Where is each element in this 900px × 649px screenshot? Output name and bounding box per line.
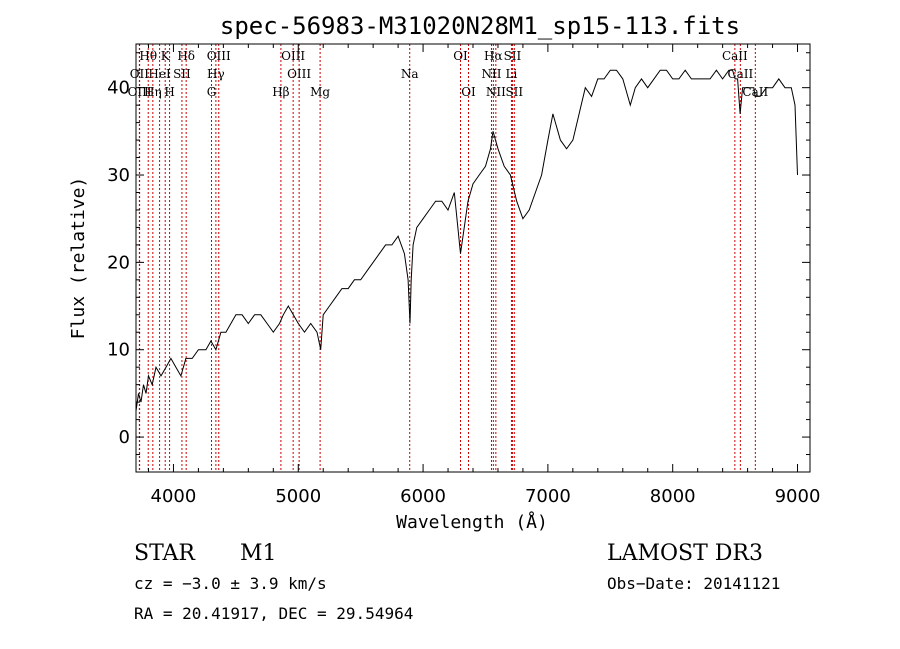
spectral-line-label: OIII [281,49,305,63]
spectral-line-label: OIII [207,49,231,63]
spectral-line-label: NII [481,67,501,81]
y-tick-label: 0 [119,427,130,448]
x-tick-label: 8000 [650,486,696,507]
y-tick-label: 40 [107,78,130,99]
spectral-line-label: Mg [310,85,330,99]
chart-title: spec-56983-M31020N28M1_sp15-113.fits [220,12,740,40]
x-tick-label: 4000 [151,486,197,507]
y-axis-label: Flux (relative) [68,177,89,340]
flux-series-line [135,69,798,411]
spectral-line-label: OI [461,85,476,99]
y-axis-ticks: 0 10 20 30 40 [107,52,810,456]
x-tick-label: 7000 [525,486,571,507]
spectral-line-label: G [207,85,217,99]
spectral-line-label: H [164,85,174,99]
y-tick-label: 20 [107,252,130,273]
spectral-line-label: CaII [742,85,768,99]
spectral-line-label: OIII [287,67,311,81]
coordinates: RA = 20.41917, DEC = 29.54964 [134,604,413,623]
info-block: STAR M1 LAMOST DR3 cz = −3.0 ± 3.9 km/s … [134,541,780,623]
spectral-line-label: SII [173,67,191,81]
observation-date: Obs−Date: 20141121 [607,574,780,593]
spectral-line-label: Na [401,67,419,81]
spectral-line-label: OI [453,49,468,63]
spectral-line-label: Hβ [272,85,289,99]
spectral-line-label: CaII [727,67,753,81]
spectral-line-label: NII [486,85,506,99]
spectral-line-label: OII [130,67,150,81]
plot-frame [135,43,811,473]
spectral-line-label: Hθ [139,49,157,63]
spectral-line-label: HeI [148,67,171,81]
x-axis-ticks: 4000 5000 6000 7000 8000 9000 [147,44,821,507]
object-class: STAR [134,541,196,566]
spectral-line-label: OIII [128,85,152,99]
spectral-line-label: Li [506,67,518,81]
spectral-line-label: SII [505,85,523,99]
redshift-cz: cz = −3.0 ± 3.9 km/s [134,574,327,593]
object-subclass: M1 [240,541,277,566]
y-tick-label: 30 [107,165,130,186]
spectral-line-label: Hδ [177,49,195,63]
x-tick-label: 5000 [275,486,321,507]
spectral-line-label: Hγ [207,67,225,81]
x-axis-label: Wavelength (Å) [396,511,548,533]
spectral-line-label: Hη [144,85,162,99]
x-tick-label: 9000 [775,486,821,507]
x-tick-label: 6000 [400,486,446,507]
spectral-line-label: K [161,49,171,63]
survey-name: LAMOST DR3 [607,541,763,566]
spectral-line-label: Hα [484,49,503,63]
y-tick-label: 10 [107,340,130,361]
spectral-line-label: SII [504,49,522,63]
spectral-line-markers [138,44,756,472]
spectral-line-label: CaII [722,49,748,63]
